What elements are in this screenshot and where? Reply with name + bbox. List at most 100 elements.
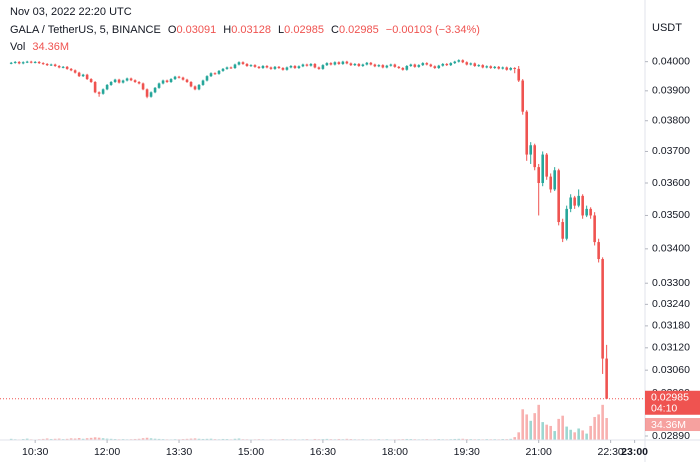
label-low: L (278, 24, 284, 36)
candle-body (329, 63, 333, 65)
volume-bar (97, 437, 101, 440)
x-tick-label: 18:00 (382, 446, 408, 458)
candle-body (405, 65, 409, 70)
candle-body (277, 66, 281, 69)
candle-body (81, 74, 85, 77)
candle-body (389, 64, 393, 66)
candle-body (129, 78, 133, 81)
candle-body (141, 83, 145, 90)
candle-body (421, 63, 425, 66)
legend-line: GALA / TetherUS, 5, BINANCE O0.03091 H0.… (10, 24, 480, 36)
candle-body (529, 145, 533, 155)
candle-body (157, 83, 161, 88)
candle-body (417, 65, 421, 67)
volume-bar (517, 432, 521, 440)
candle-body (457, 60, 461, 62)
close-value: 0.02985 (339, 24, 379, 36)
candle-body (121, 80, 125, 83)
candle-body (365, 62, 369, 65)
volume-bar (93, 437, 97, 440)
plot-area (9, 59, 608, 440)
candle-body (585, 208, 588, 216)
candle-body (209, 73, 213, 77)
candle-body (133, 80, 137, 82)
candle-body (497, 66, 501, 69)
y-tick-label: 0.03800 (652, 115, 690, 127)
candle-body (205, 76, 209, 81)
candle-body (573, 197, 576, 206)
candle-body (349, 63, 353, 66)
candle-body (485, 66, 489, 68)
candle-body (453, 61, 457, 64)
volume-bar (201, 438, 205, 440)
volume-bar (189, 438, 193, 440)
candle-body (309, 63, 313, 66)
candle-body (245, 63, 249, 66)
candle-body (501, 67, 505, 69)
candle-body (373, 64, 377, 67)
candle-body (397, 66, 401, 69)
candle-body (253, 65, 257, 67)
candle-body (217, 70, 221, 74)
candle-body (465, 62, 469, 65)
candle-body (517, 68, 521, 81)
volume-bar (525, 414, 529, 440)
x-tick-label: 15:00 (238, 446, 264, 458)
volume-bar (585, 433, 588, 440)
volume-bar (101, 438, 105, 440)
volume-bar (209, 438, 213, 440)
candle-body (477, 65, 481, 67)
candle-body (189, 81, 193, 87)
volume-bar (541, 422, 544, 440)
candle-body (469, 63, 473, 65)
candle-body (513, 68, 517, 70)
volume-bar (513, 437, 517, 440)
volume-tag (645, 418, 700, 432)
volume-bar (537, 404, 540, 440)
volume-value: 34.36M (32, 41, 69, 53)
candle-body (325, 63, 329, 66)
candle-body (381, 65, 385, 68)
candle-body (25, 61, 29, 63)
candle-body (601, 259, 604, 359)
symbol: GALA / TetherUS, 5, BINANCE (10, 24, 161, 36)
candle-body (261, 65, 265, 69)
candle-body (557, 170, 560, 223)
volume-bar (457, 438, 461, 440)
candle-body (597, 242, 600, 260)
volume-bar (45, 438, 49, 440)
candle-body (229, 67, 233, 69)
volume-bar (221, 438, 225, 440)
candle-body (101, 89, 105, 94)
low-value: 0.02985 (284, 24, 324, 36)
y-tick-label: 0.03120 (652, 342, 690, 354)
candle-body (201, 80, 205, 85)
volume-bar (509, 438, 513, 440)
candle-body (545, 154, 548, 177)
candle-body (145, 89, 149, 97)
label-open: O (168, 24, 177, 36)
volume-bar (325, 438, 329, 440)
candle-body (13, 61, 17, 63)
candle-body (305, 64, 309, 66)
candle-body (281, 68, 285, 70)
candle-body (221, 68, 225, 71)
y-tick-label: 0.03600 (652, 177, 690, 189)
volume-bar (601, 404, 604, 440)
candle-body (69, 68, 73, 71)
candle-body (549, 176, 552, 190)
candle-body (297, 66, 301, 69)
volume-bar (561, 415, 564, 440)
candle-body (361, 64, 365, 66)
candle-body (97, 92, 101, 94)
volume-bar (53, 438, 57, 440)
label-volume: Vol (10, 41, 25, 53)
candle-body (489, 66, 493, 69)
candle-body (437, 65, 441, 69)
candle-body (401, 68, 405, 70)
volume-tag-label: 34.36M (651, 419, 686, 431)
volume-legend: Vol 34.36M (10, 41, 69, 53)
candle-body (413, 64, 417, 67)
candle-body (565, 208, 568, 239)
